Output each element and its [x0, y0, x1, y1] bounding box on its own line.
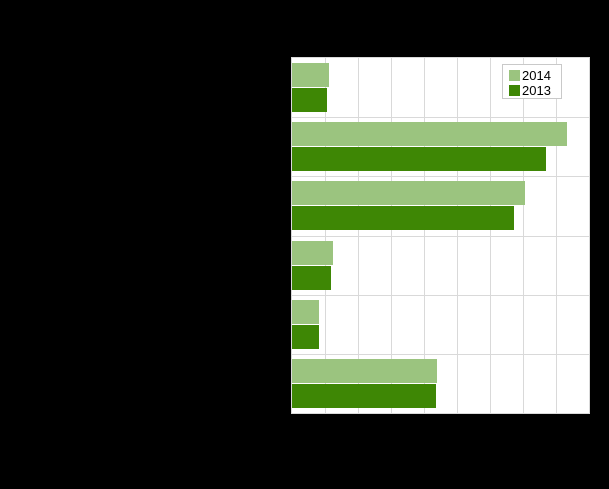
- legend-entry-2014: 2014: [509, 68, 561, 83]
- legend-label-2014: 2014: [522, 68, 551, 83]
- bar-2013-category-4: [292, 266, 331, 290]
- legend-swatch-2014: [509, 70, 520, 81]
- horizontal-gridline: [292, 176, 589, 177]
- bar-2014-category-6: [292, 359, 437, 383]
- horizontal-gridline: [292, 117, 589, 118]
- legend-label-2013: 2013: [522, 83, 551, 98]
- vertical-gridline: [556, 58, 557, 413]
- horizontal-gridline: [292, 295, 589, 296]
- bar-2013-category-6: [292, 384, 436, 408]
- vertical-gridline: [457, 58, 458, 413]
- vertical-gridline: [424, 58, 425, 413]
- vertical-gridline: [523, 58, 524, 413]
- vertical-gridline: [391, 58, 392, 413]
- bar-2013-category-3: [292, 206, 514, 230]
- bar-2014-category-2: [292, 122, 567, 146]
- legend-swatch-2013: [509, 85, 520, 96]
- horizontal-gridline: [292, 236, 589, 237]
- legend: 2014 2013: [502, 64, 562, 99]
- bar-2014-category-4: [292, 241, 333, 265]
- vertical-gridline: [358, 58, 359, 413]
- bar-2013-category-1: [292, 88, 327, 112]
- bar-2014-category-3: [292, 181, 525, 205]
- bar-2014-category-5: [292, 300, 319, 324]
- bar-2013-category-2: [292, 147, 546, 171]
- bar-2014-category-1: [292, 63, 329, 87]
- vertical-gridline: [490, 58, 491, 413]
- horizontal-gridline: [292, 354, 589, 355]
- vertical-gridline: [325, 58, 326, 413]
- plot-area: 2014 2013: [291, 57, 590, 414]
- gridlines-layer: [292, 58, 589, 413]
- bar-2013-category-5: [292, 325, 319, 349]
- bars-layer: [292, 58, 589, 413]
- legend-entry-2013: 2013: [509, 83, 561, 98]
